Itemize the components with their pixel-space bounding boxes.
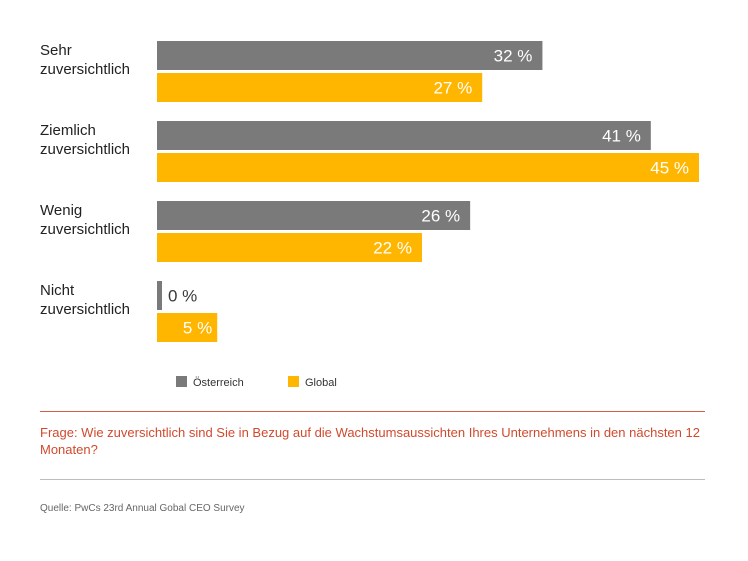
data-label: 0 % bbox=[168, 287, 197, 306]
data-label: 26 % bbox=[421, 207, 460, 226]
bar-global bbox=[157, 153, 699, 182]
legend-label: Global bbox=[305, 377, 337, 389]
data-label: 27 % bbox=[433, 79, 472, 98]
data-label: 45 % bbox=[650, 159, 689, 178]
data-label: 5 % bbox=[183, 319, 212, 338]
bar-oesterreich bbox=[157, 121, 651, 150]
bar-global bbox=[157, 73, 483, 102]
bar-global bbox=[157, 233, 422, 262]
source-divider bbox=[40, 479, 705, 480]
data-label: 32 % bbox=[494, 47, 533, 66]
category-label: Ziemlich zuversichtlich bbox=[40, 122, 130, 158]
legend-swatch bbox=[176, 376, 187, 387]
data-label: 41 % bbox=[602, 127, 641, 146]
legend-label: Österreich bbox=[193, 377, 244, 389]
category-label: Nicht zuversichtlich bbox=[40, 282, 130, 318]
bar-chart: Sehr zuversichtlich 32 % 27 % Ziemlich zuvers… bbox=[40, 41, 699, 389]
bar-oesterreich bbox=[157, 201, 471, 230]
source-note: Quelle: PwCs 23rd Annual Gobal CEO Surve… bbox=[40, 503, 245, 514]
data-label: 22 % bbox=[373, 239, 412, 258]
category-label: Wenig zuversichtlich bbox=[40, 202, 130, 238]
category-label: Sehr zuversichtlich bbox=[40, 42, 130, 78]
bar-oesterreich bbox=[157, 41, 543, 70]
legend-swatch bbox=[288, 376, 299, 387]
question-divider bbox=[40, 411, 705, 412]
bar-global bbox=[157, 313, 218, 342]
bar-oesterreich bbox=[157, 281, 162, 310]
survey-question: Frage: Wie zuversichtlich sind Sie in Be… bbox=[40, 425, 700, 457]
